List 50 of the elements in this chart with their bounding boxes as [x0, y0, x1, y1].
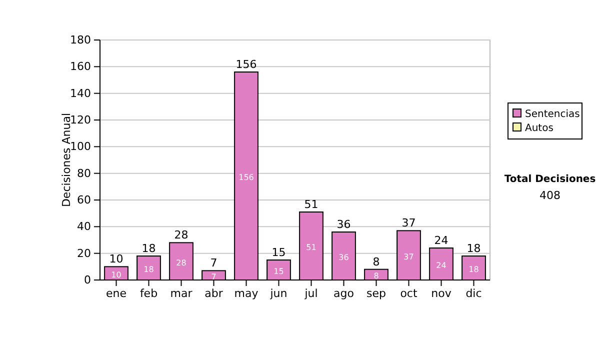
- text: 408: [540, 189, 560, 202]
- total-label: 36: [336, 218, 351, 231]
- total-label: 15: [272, 246, 286, 259]
- y-tick-label: 160: [70, 60, 91, 74]
- x-tick-label: feb: [140, 286, 158, 300]
- y-tick-label: 0: [84, 274, 91, 287]
- x-tick-label: ene: [106, 286, 127, 300]
- total-label: 156: [236, 58, 257, 71]
- x-tick-label: sep: [366, 286, 386, 300]
- data-label: 7: [211, 272, 216, 282]
- y-tick-label: 60: [77, 194, 91, 207]
- x-tick-label: nov: [431, 286, 452, 300]
- data-label: 18: [468, 265, 479, 274]
- x-tick-label: abr: [204, 286, 224, 300]
- data-label: 37: [404, 252, 414, 262]
- data-label: 36: [338, 253, 349, 262]
- data-label: 28: [176, 258, 186, 268]
- data-label: 10: [111, 270, 122, 280]
- total-label: 51: [304, 198, 318, 211]
- y-tick-label: 100: [70, 140, 91, 154]
- data-label: 51: [306, 243, 316, 252]
- legend-label: Sentencias: [525, 109, 580, 120]
- text: Total Decisiones: [504, 174, 596, 185]
- y-tick-label: 20: [77, 246, 91, 260]
- data-label: 15: [274, 267, 284, 276]
- x-tick-label: ago: [334, 286, 354, 300]
- data-label: 24: [436, 261, 446, 270]
- data-label: 18: [144, 265, 154, 274]
- y-tick-label: 140: [70, 86, 91, 100]
- y-tick-label: 120: [70, 114, 91, 127]
- y-tick-label: 80: [77, 166, 91, 180]
- x-tick-label: oct: [400, 286, 418, 300]
- y-tick-label: 40: [77, 220, 91, 234]
- total-label: 10: [109, 252, 124, 266]
- total-label: 37: [402, 216, 416, 230]
- x-tick-label: dic: [466, 286, 482, 300]
- data-label: 156: [238, 173, 254, 182]
- total-label: 28: [174, 228, 188, 242]
- data-label: 8: [374, 272, 379, 281]
- x-tick-label: jul: [304, 286, 318, 300]
- total-label: 8: [372, 255, 380, 268]
- total-label: 7: [210, 256, 218, 270]
- y-tick-label: 180: [70, 34, 91, 47]
- x-tick-label: jun: [269, 286, 288, 300]
- total-label: 18: [466, 242, 481, 255]
- x-tick-label: mar: [170, 286, 193, 300]
- legend-label: Autos: [525, 123, 554, 134]
- x-tick-label: may: [234, 286, 259, 300]
- total-label: 24: [434, 234, 448, 247]
- total-label: 18: [142, 242, 156, 255]
